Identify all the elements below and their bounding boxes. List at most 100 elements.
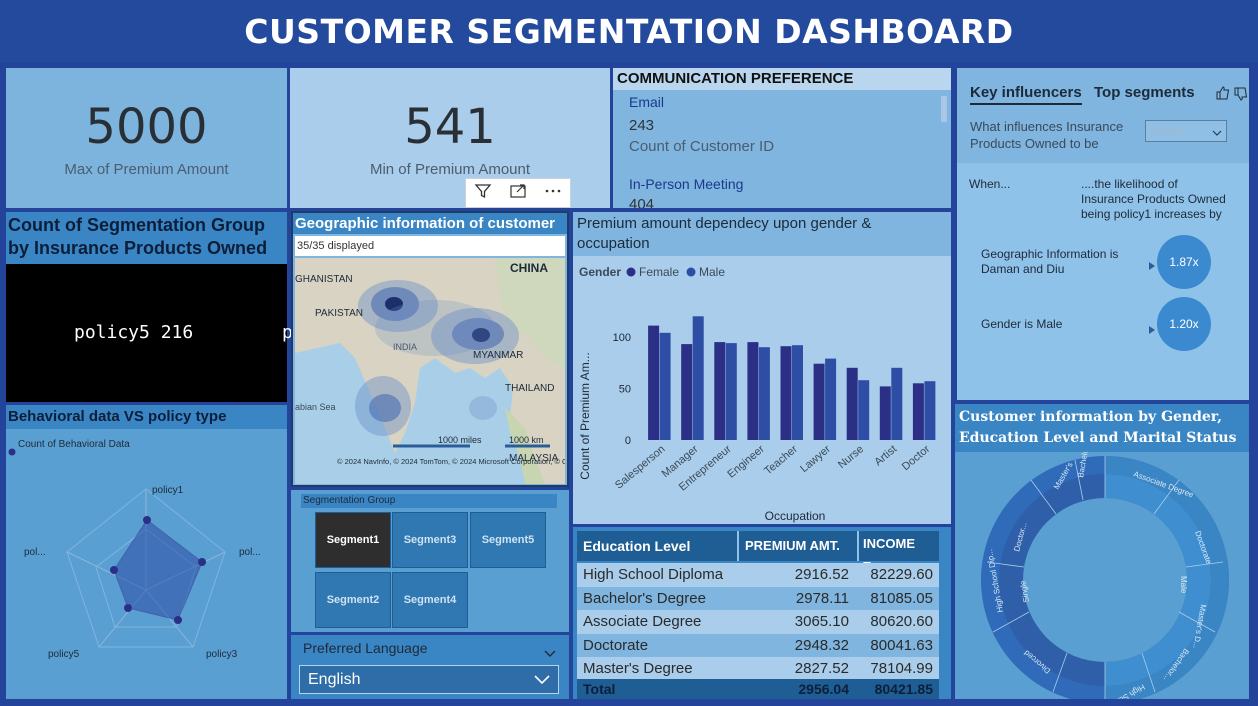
bar-male[interactable] (692, 316, 704, 440)
segmentation-count-card[interactable]: Count of Segmentation Group by Insurance… (6, 212, 293, 402)
sunburst-chart[interactable]: Master's Bachelo... Associate Degree Doc… (955, 452, 1249, 699)
legend-label[interactable]: Female (639, 265, 679, 279)
bar-male[interactable] (825, 358, 837, 440)
bar-male[interactable] (858, 380, 870, 440)
radar-point[interactable] (174, 616, 182, 624)
sunburst-card[interactable]: Customer information by Gender, Educatio… (955, 404, 1249, 699)
key-influencers-card[interactable]: Key influencers Top segments What influe… (957, 68, 1249, 400)
map-label-malaysia: MALAYSIA (509, 453, 559, 464)
radar-point[interactable] (143, 516, 151, 524)
bar-female[interactable] (747, 342, 759, 440)
segmentation-slicer-title: Segmentation Group (301, 494, 557, 508)
segment3-button[interactable]: Segment3 (392, 512, 468, 568)
education-table: High School Diploma 2916.52 82229.60 Bachel… (577, 563, 939, 681)
table-row[interactable]: Associate Degree 3065.10 80620.60 (577, 610, 939, 634)
legend-marker[interactable] (626, 267, 636, 277)
radar-chart[interactable]: policy1 pol... policy3 policy5 pol... (6, 445, 287, 699)
x-tick-label: Nurse (836, 443, 866, 471)
radar-point[interactable] (110, 566, 118, 574)
bar-female[interactable] (681, 344, 693, 440)
comm-email-value: 243 (629, 117, 655, 134)
tab-key-influencers[interactable]: Key influencers (970, 84, 1082, 105)
x-tick-label: Teacher (762, 443, 800, 478)
premium-chart-card[interactable]: Premium amount dependecy upon gender & o… (573, 212, 951, 524)
comm-inperson-label: In-Person Meeting (629, 176, 744, 192)
x-tick-label: Salesperson (613, 443, 668, 492)
influencer-likelihood-label: ....the likelihood of Insurance Products… (1081, 177, 1226, 221)
header-income[interactable]: INCOME (857, 531, 937, 567)
cell-income: 82229.60 (870, 566, 933, 584)
sunburst-label: Male (1179, 576, 1188, 594)
segmentation-slicer[interactable]: Segmentation Group Segment1 Segment3 Seg… (291, 490, 569, 632)
influencer-row1-text[interactable]: Geographic Information is Daman and Diu (981, 247, 1119, 276)
influencer-row1-bubble[interactable]: 1.87x (1157, 235, 1211, 289)
bar-male[interactable] (891, 367, 903, 440)
bar-female[interactable] (813, 363, 825, 440)
communication-card[interactable]: COMMUNICATION PREFERENCE Email 243 Count… (613, 68, 951, 208)
more-options-icon[interactable] (544, 182, 562, 204)
bar-female[interactable] (879, 386, 891, 440)
bar-female[interactable] (846, 367, 858, 440)
radar-point[interactable] (198, 558, 206, 566)
bar-female[interactable] (714, 342, 726, 440)
education-table-card[interactable]: Education Level PREMIUM AMT. INCOME High… (573, 527, 951, 699)
tab-top-segments[interactable]: Top segments (1094, 84, 1195, 101)
radar-legend-dot (8, 441, 16, 460)
bar-female[interactable] (780, 346, 792, 440)
map-label-pakistan: PAKISTAN (315, 308, 363, 319)
radar-card[interactable]: Behavioral data VS policy type Count of … (6, 405, 287, 699)
thumbs-down-icon[interactable] (1234, 86, 1248, 105)
radar-axis-label: policy5 (48, 649, 80, 660)
comm-scrollbar[interactable] (941, 96, 947, 122)
sort-desc-icon (863, 551, 871, 577)
kpi-max-value: 5000 (85, 98, 208, 155)
cell-income: 78104.99 (870, 660, 933, 678)
radar-axis-label: pol... (24, 547, 46, 558)
segment2-button[interactable]: Segment2 (315, 572, 391, 628)
sunburst-title: Customer information by Gender, Educatio… (955, 404, 1249, 452)
influencer-row2-bubble[interactable]: 1.20x (1157, 297, 1211, 351)
language-dropdown[interactable]: English (299, 665, 559, 694)
segment4-button[interactable]: Segment4 (392, 572, 468, 628)
cell-education-level: Master's Degree (583, 660, 693, 678)
bar-female[interactable] (912, 383, 924, 440)
geo-map-canvas[interactable]: CHINA GHANISTAN PAKISTAN INDIA MYANMAR T… (295, 258, 565, 484)
premium-bar-chart[interactable]: Gender Female Male Count of Premium Am...… (573, 256, 951, 524)
influencer-row2-text[interactable]: Gender is Male (981, 317, 1063, 331)
segment5-button[interactable]: Segment5 (470, 512, 546, 568)
kpi-max-label: Max of Premium Amount (64, 160, 229, 178)
legend-label[interactable]: Male (699, 265, 725, 279)
language-slicer[interactable]: Preferred Language English (291, 635, 569, 699)
cell-education-level: High School Diploma (583, 566, 724, 584)
geo-map-card[interactable]: Geographic information of customer 35/35… (291, 211, 569, 487)
influencer-dropdown[interactable]: policy1 (1145, 120, 1227, 142)
legend-marker[interactable] (686, 267, 696, 277)
bar-male[interactable] (792, 345, 803, 440)
map-label-india: INDIA (393, 342, 417, 352)
radar-axis-label: pol... (239, 547, 261, 558)
education-table-total: Total 2956.04 80421.85 (577, 679, 939, 699)
header-education-level[interactable]: Education Level (583, 538, 691, 554)
table-row[interactable]: Bachelor's Degree 2978.11 81085.05 (577, 586, 939, 610)
bar-male[interactable] (725, 343, 737, 440)
radar-legend-label: Count of Behavioral Data (18, 439, 130, 450)
thumbs-up-icon[interactable] (1216, 85, 1230, 104)
filter-icon[interactable] (474, 182, 492, 204)
table-row[interactable]: High School Diploma 2916.52 82229.60 (577, 563, 939, 587)
radar-point[interactable] (124, 604, 132, 612)
kpi-min-card[interactable]: 541 Min of Premium Amount (290, 68, 610, 208)
table-row[interactable]: Master's Degree 2827.52 78104.99 (577, 657, 939, 681)
header-premium-amt[interactable]: PREMIUM AMT. (737, 531, 857, 561)
x-tick-label: Artist (872, 443, 899, 468)
bar-male[interactable] (659, 332, 671, 440)
bar-male[interactable] (924, 381, 936, 440)
table-row[interactable]: Doctorate 2948.32 80041.63 (577, 633, 939, 657)
kpi-max-card[interactable]: 5000 Max of Premium Amount (6, 68, 287, 208)
focus-mode-icon[interactable] (509, 182, 527, 204)
bar-male[interactable] (758, 347, 770, 440)
chevron-down-icon[interactable] (544, 643, 556, 662)
cell-education-level: Doctorate (583, 636, 649, 654)
language-slicer-title: Preferred Language (303, 640, 428, 656)
bar-female[interactable] (648, 325, 660, 440)
segment1-button[interactable]: Segment1 (315, 512, 391, 568)
